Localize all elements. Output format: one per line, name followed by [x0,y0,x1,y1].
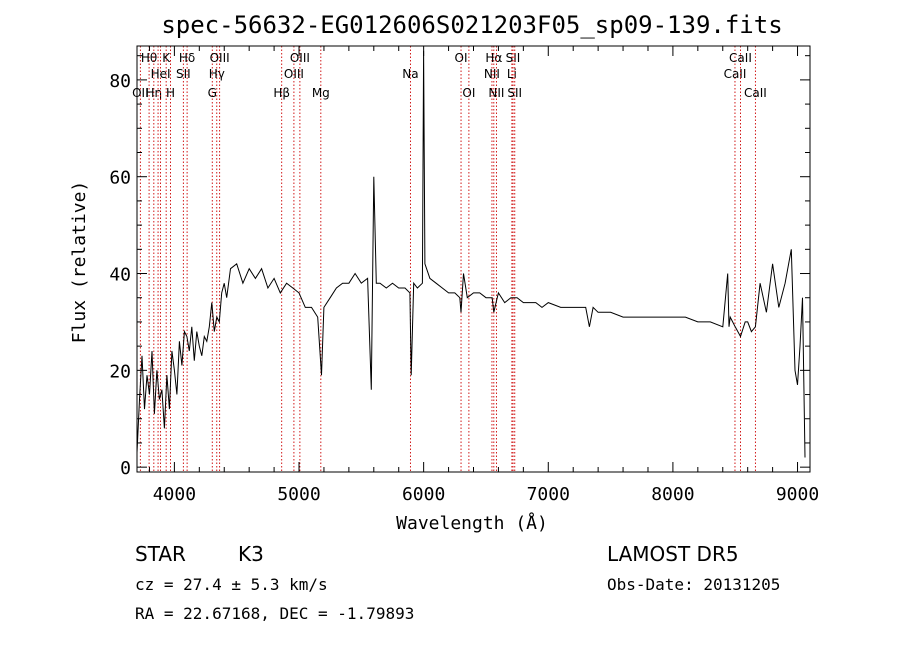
line-marker-label: OIII [210,51,230,65]
y-tick-label: 40 [109,265,131,286]
line-marker-label: OI [455,51,468,65]
line-marker-label: OIII [290,51,310,65]
line-marker-label: SII [507,86,522,100]
x-tick-label: 5000 [277,484,320,505]
line-marker-label: OI [462,86,475,100]
line-marker-label: OII [132,86,149,100]
y-axis: 0 20 40 60 80 [109,55,810,479]
x-tick-label: 9000 [776,484,819,505]
spectrum-layer [136,50,806,458]
line-marker-label: OIII [284,67,304,81]
plot-frame [136,45,811,473]
y-tick-label: 60 [109,168,131,189]
line-marker-label: CaII [744,86,767,100]
line-marker-layer: OIIHθHηHeIKHSIIHδGHγOIIIHβOIIIOIIIMgNaOI… [132,46,767,472]
line-marker-label: Na [402,67,418,81]
line-marker-label: NII [488,86,504,100]
y-axis-label: Flux (relative) [69,181,90,344]
spectrum-line [136,50,806,458]
y-tick-label: 20 [109,361,131,382]
line-marker-label: CaII [724,67,747,81]
line-marker-label: CaII [729,51,752,65]
line-marker-label: Hγ [209,67,225,81]
line-marker-label: SII [176,67,191,81]
survey-name: LAMOST DR5 [607,542,739,566]
line-marker-label: H [166,86,175,100]
line-marker-label: G [208,86,217,100]
object-subclass: K3 [238,542,264,566]
line-marker-label: K [162,51,171,65]
line-marker-label: Hθ [141,51,157,65]
y-tick-label: 80 [109,71,131,92]
line-marker-label: Hδ [179,51,195,65]
x-tick-label: 6000 [402,484,445,505]
obs-date: Obs-Date: 20131205 [607,575,780,594]
line-marker-label: NII [484,67,500,81]
line-marker-label: SII [506,51,521,65]
x-tick-label: 4000 [153,484,196,505]
line-marker-label: Li [507,67,517,81]
x-axis-label: Wavelength (Å) [396,512,548,534]
line-marker-label: Hη [146,86,163,100]
chart-title: spec-56632-EG012606S021203F05_sp09-139.f… [161,11,782,39]
x-tick-label: 7000 [527,484,570,505]
coordinates: RA = 22.67168, DEC = -1.79893 [135,604,414,623]
x-axis: 4000 5000 6000 7000 8000 9000 [148,46,819,505]
line-marker-label: Hα [485,51,502,65]
y-tick-label: 0 [120,458,131,479]
line-marker-label: Hβ [273,86,290,100]
line-marker-label: Mg [312,86,330,100]
line-marker-label: HeI [151,67,171,81]
object-class: STAR [135,542,186,566]
x-tick-label: 8000 [651,484,694,505]
redshift-info: cz = 27.4 ± 5.3 km/s [135,575,328,594]
